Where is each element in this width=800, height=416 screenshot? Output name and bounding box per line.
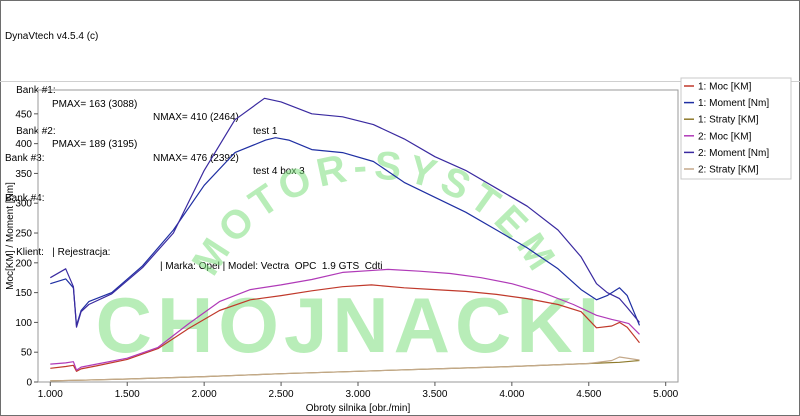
y-tick-label: 200	[15, 258, 32, 269]
x-tick-label: 3.500	[422, 389, 447, 400]
x-tick-label: 2.000	[192, 389, 217, 400]
x-tick-label: 1.500	[115, 389, 140, 400]
y-tick-label: 0	[26, 378, 32, 389]
bank1-note: test 1	[253, 125, 278, 137]
y-tick-label: 150	[15, 288, 32, 299]
x-axis-label: Obroty silnika [obr./min]	[306, 403, 411, 414]
legend-entry: 2: Moment [Nm]	[698, 148, 769, 159]
series-line-6	[50, 356, 640, 382]
legend: 1: Moc [KM] 1: Moment [Nm] 1: Straty [KM] 2…	[680, 77, 792, 180]
vehicle-info: | Marka: Opel | Model: Vectra OPC 1.9 GT…	[160, 260, 383, 272]
series-line-4	[50, 268, 640, 371]
y-tick-label: 50	[21, 348, 33, 359]
bank2-nmax: NMAX= 476 (2392)	[153, 152, 239, 164]
app-title: DynaVtech v4.5.4 (c)	[5, 31, 99, 42]
bank2-pmax: PMAX= 189 (3195)	[52, 139, 138, 150]
watermark: MOTOR-SYSTEM CHOJNACKI	[96, 144, 605, 369]
y-tick-label: 400	[15, 139, 32, 150]
y-tick-label: 450	[15, 109, 32, 120]
y-tick-label: 100	[15, 318, 32, 329]
series-line-5	[49, 97, 640, 328]
legend-entry: 2: Moc [KM]	[698, 131, 752, 142]
bank1-nmax: NMAX= 410 (2464)	[153, 112, 239, 123]
x-tick-label: 4.500	[576, 389, 601, 400]
y-tick-label: 350	[15, 169, 32, 180]
legend-entry: 1: Moc [KM]	[698, 82, 752, 93]
y-axis-label: Moc[KM] / Moment [Nm]	[5, 182, 16, 290]
bank2-label: Bank #2:	[16, 125, 56, 137]
x-tick-label: 5.000	[653, 389, 678, 400]
x-tick-label: 2.500	[269, 389, 294, 400]
legend-box	[680, 77, 792, 180]
x-tick-label: 3.000	[345, 389, 370, 400]
watermark-main-text: CHOJNACKI	[96, 281, 605, 369]
series-line-1	[50, 284, 640, 372]
bank2-note: test 4 box 3	[253, 166, 305, 177]
client-field: Klient: | Rejestracja:	[16, 247, 111, 258]
y-tick-label: 250	[15, 229, 32, 240]
bank1-pmax: PMAX= 163 (3088)	[52, 98, 138, 110]
x-tick-label: 4.000	[499, 389, 524, 400]
legend-entry: 1: Straty [KM]	[698, 115, 759, 126]
legend-entry: 2: Straty [KM]	[698, 165, 759, 176]
header-divider	[0, 81, 800, 82]
watermark-arc-text: MOTOR-SYSTEM	[184, 144, 566, 283]
legend-entry: 1: Moment [Nm]	[698, 98, 769, 109]
y-tick-label: 300	[15, 199, 32, 210]
series-line-2	[50, 137, 641, 326]
x-tick-label: 1.000	[38, 389, 63, 400]
